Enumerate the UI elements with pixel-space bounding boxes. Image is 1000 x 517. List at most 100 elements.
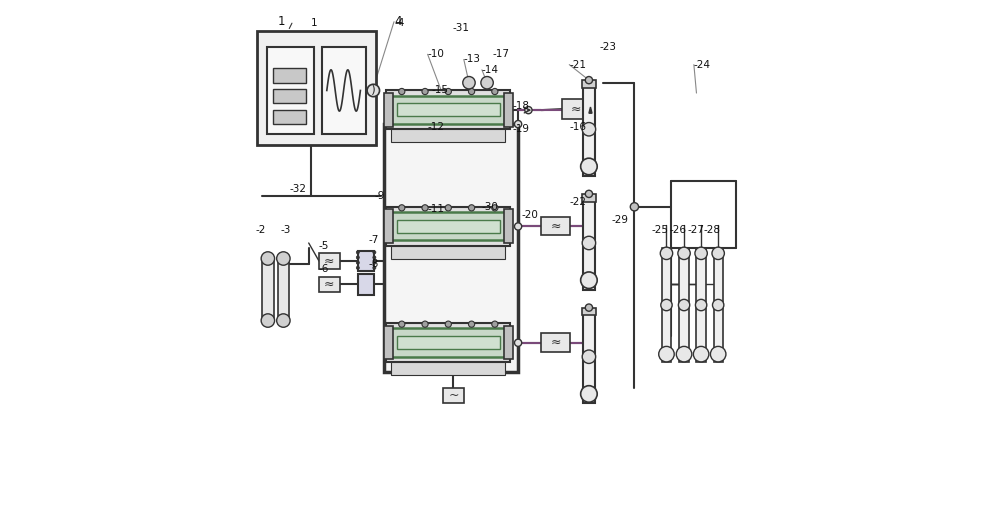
Bar — [273, 110, 306, 124]
Circle shape — [468, 321, 475, 327]
Circle shape — [492, 205, 498, 211]
Circle shape — [659, 346, 674, 362]
Text: -32: -32 — [290, 184, 307, 194]
Circle shape — [373, 266, 376, 269]
Circle shape — [514, 223, 522, 230]
Text: -13: -13 — [464, 54, 481, 65]
Circle shape — [399, 205, 405, 211]
Circle shape — [463, 77, 475, 89]
Text: -22: -22 — [569, 196, 586, 207]
Bar — [391, 246, 505, 258]
Bar — [397, 336, 500, 349]
Bar — [583, 310, 595, 403]
Text: ≈: ≈ — [324, 278, 335, 291]
Circle shape — [492, 88, 498, 95]
Circle shape — [581, 158, 597, 175]
Text: ≈: ≈ — [324, 254, 335, 268]
Text: -25: -25 — [651, 225, 668, 235]
Circle shape — [630, 203, 639, 211]
Circle shape — [356, 261, 359, 264]
Circle shape — [695, 299, 707, 311]
Circle shape — [373, 261, 376, 264]
Bar — [562, 99, 590, 119]
Bar — [504, 93, 513, 127]
Bar — [679, 248, 689, 362]
Polygon shape — [589, 107, 592, 113]
Circle shape — [373, 256, 376, 259]
Text: -29: -29 — [612, 215, 629, 225]
Text: -3: -3 — [280, 225, 291, 235]
Bar — [696, 248, 706, 362]
Circle shape — [661, 299, 672, 311]
Bar — [257, 31, 376, 145]
Bar — [386, 323, 510, 362]
Bar — [397, 103, 500, 116]
Bar — [384, 209, 393, 243]
Text: 4: 4 — [394, 15, 402, 28]
Text: -17: -17 — [492, 49, 509, 59]
Bar — [384, 124, 518, 372]
Text: -24: -24 — [694, 59, 711, 70]
Circle shape — [525, 107, 532, 114]
Bar — [386, 207, 510, 246]
Circle shape — [445, 321, 451, 327]
Circle shape — [678, 299, 690, 311]
Bar — [443, 388, 464, 403]
Text: -12: -12 — [428, 121, 445, 132]
Bar — [386, 90, 510, 129]
Text: -15: -15 — [432, 85, 449, 96]
Text: -28: -28 — [704, 225, 721, 235]
Circle shape — [356, 266, 359, 269]
Circle shape — [422, 321, 428, 327]
Bar — [662, 248, 671, 362]
Circle shape — [660, 247, 673, 260]
Circle shape — [481, 77, 493, 89]
Circle shape — [277, 314, 290, 327]
Text: -5: -5 — [318, 240, 328, 251]
Text: ~: ~ — [448, 389, 459, 402]
Bar — [319, 253, 340, 269]
Bar — [582, 308, 596, 315]
Circle shape — [582, 350, 596, 363]
Circle shape — [277, 252, 290, 265]
Circle shape — [678, 247, 690, 260]
Circle shape — [399, 321, 405, 327]
Circle shape — [445, 88, 451, 95]
Text: -10: -10 — [428, 49, 444, 59]
Bar — [267, 47, 314, 134]
Text: 1: 1 — [278, 15, 285, 28]
Text: -21: -21 — [569, 59, 586, 70]
Circle shape — [399, 88, 405, 95]
Circle shape — [514, 120, 522, 128]
Text: -20: -20 — [522, 209, 539, 220]
Text: -9: -9 — [375, 191, 385, 202]
Text: -8: -8 — [369, 258, 379, 269]
Circle shape — [356, 251, 359, 254]
Circle shape — [676, 346, 692, 362]
Bar — [582, 194, 596, 202]
Bar — [582, 80, 596, 88]
Bar — [714, 248, 723, 362]
Circle shape — [373, 251, 376, 254]
Bar — [583, 83, 595, 176]
Text: ): ) — [371, 84, 376, 97]
Circle shape — [261, 252, 275, 265]
Text: -2: -2 — [256, 225, 266, 235]
Bar — [391, 96, 505, 124]
Text: -31: -31 — [452, 23, 469, 34]
Text: -14: -14 — [482, 65, 499, 75]
Circle shape — [585, 77, 593, 84]
Text: -7: -7 — [369, 235, 379, 246]
Circle shape — [582, 123, 596, 136]
Text: -18: -18 — [512, 101, 529, 111]
Bar — [273, 68, 306, 83]
Circle shape — [581, 386, 597, 402]
Circle shape — [710, 346, 726, 362]
Text: -4: -4 — [394, 18, 404, 28]
Bar — [358, 274, 374, 295]
Bar — [278, 258, 289, 321]
Text: 1: 1 — [311, 18, 318, 28]
Bar — [391, 328, 505, 357]
Bar — [397, 220, 500, 233]
Text: -26: -26 — [670, 225, 687, 235]
